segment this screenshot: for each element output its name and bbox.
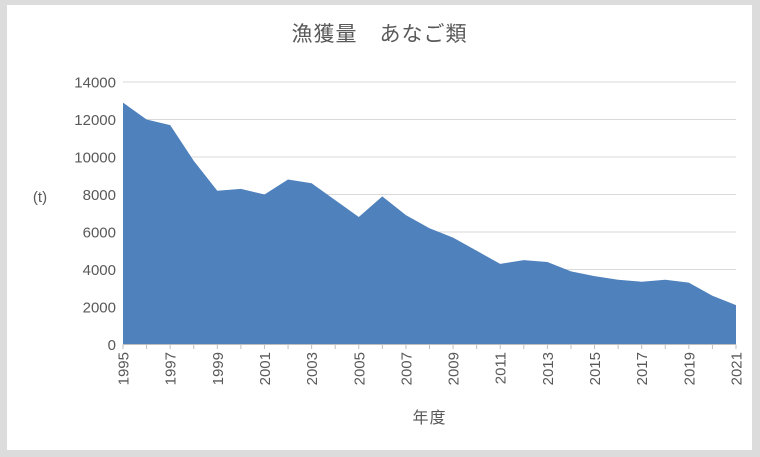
x-axis-tick-label: 2015 xyxy=(587,352,604,385)
x-axis-tick-label: 2013 xyxy=(540,352,557,385)
x-axis-tick-label: 1997 xyxy=(163,352,180,385)
chart-title: 漁獲量 あなご類 xyxy=(291,23,468,46)
y-axis-tick-label: 10000 xyxy=(74,150,116,167)
y-axis-tick-label: 0 xyxy=(108,337,116,354)
x-axis-tick-label: 2019 xyxy=(681,352,698,385)
x-axis-tick-label: 1999 xyxy=(210,352,227,385)
x-axis-tick-label: 2017 xyxy=(634,352,651,385)
y-axis-tick-label: 2000 xyxy=(83,300,116,317)
x-axis-tick-label: 2007 xyxy=(398,352,415,385)
y-axis-tick-label: 8000 xyxy=(83,187,116,204)
y-axis-tick-label: 6000 xyxy=(83,225,116,242)
x-axis-title: 年度 xyxy=(412,410,447,427)
y-axis-unit-label: (t) xyxy=(32,189,48,206)
y-axis-tick-label: 4000 xyxy=(83,262,116,279)
y-axis-tick-label: 12000 xyxy=(74,112,116,129)
x-axis-tick-label: 2005 xyxy=(351,352,368,385)
x-axis-tick-label: 2001 xyxy=(257,352,274,385)
x-axis-tick-label: 2003 xyxy=(304,352,321,385)
x-axis-tick-label: 2011 xyxy=(493,352,510,384)
catch-area-series xyxy=(123,102,736,345)
x-axis-tick-label: 2009 xyxy=(446,352,463,385)
x-axis-tick-label: 2021 xyxy=(729,352,746,385)
x-axis-tick-label: 1995 xyxy=(116,352,133,385)
y-axis-tick-label: 14000 xyxy=(74,75,116,92)
